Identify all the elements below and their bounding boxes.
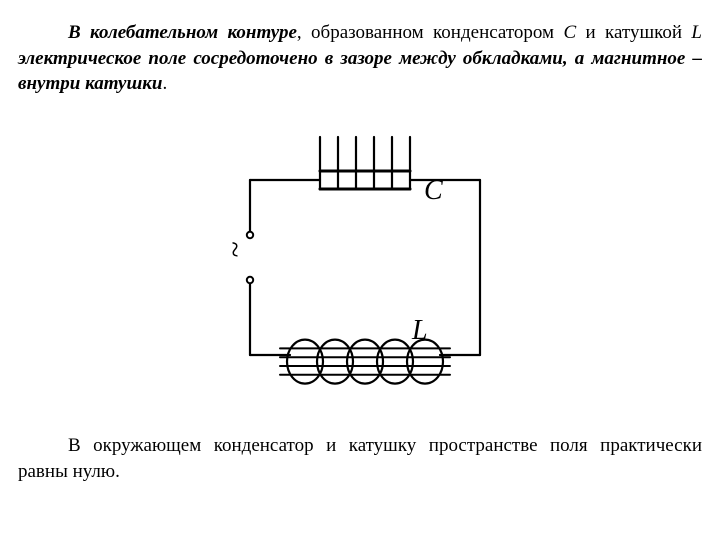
p2-a: В окружающем	[68, 435, 214, 456]
p1-plain-c: .	[163, 73, 168, 94]
p1-bi-a: В колебательном контуре	[68, 22, 297, 43]
p2-c: пространстве поля	[429, 435, 588, 456]
svg-text:~: ~	[219, 241, 252, 257]
paragraph-2: В окружающем конденсатор и катушку прост…	[18, 433, 702, 484]
p2-f: .	[115, 461, 120, 482]
p1-i-a: С	[563, 22, 585, 43]
p1-bi-b: электрическое поле сосредоточено в зазор…	[18, 48, 702, 95]
svg-text:L: L	[411, 315, 428, 346]
p2-b: конденсатор и катушку	[214, 435, 429, 456]
p1-plain-a: , образованном конденсатором	[297, 22, 564, 43]
p1-i-b: L	[691, 22, 702, 43]
p2-e: равны нулю	[18, 461, 115, 482]
lc-circuit-diagram: ~ C L	[200, 125, 520, 405]
diagram-container: ~ C L	[18, 125, 702, 405]
svg-text:C: C	[424, 175, 443, 206]
p1-plain-b: и катушкой	[586, 22, 692, 43]
paragraph-1: В колебательном контуре, образованном ко…	[18, 20, 702, 97]
p2-d: практически	[588, 435, 702, 456]
